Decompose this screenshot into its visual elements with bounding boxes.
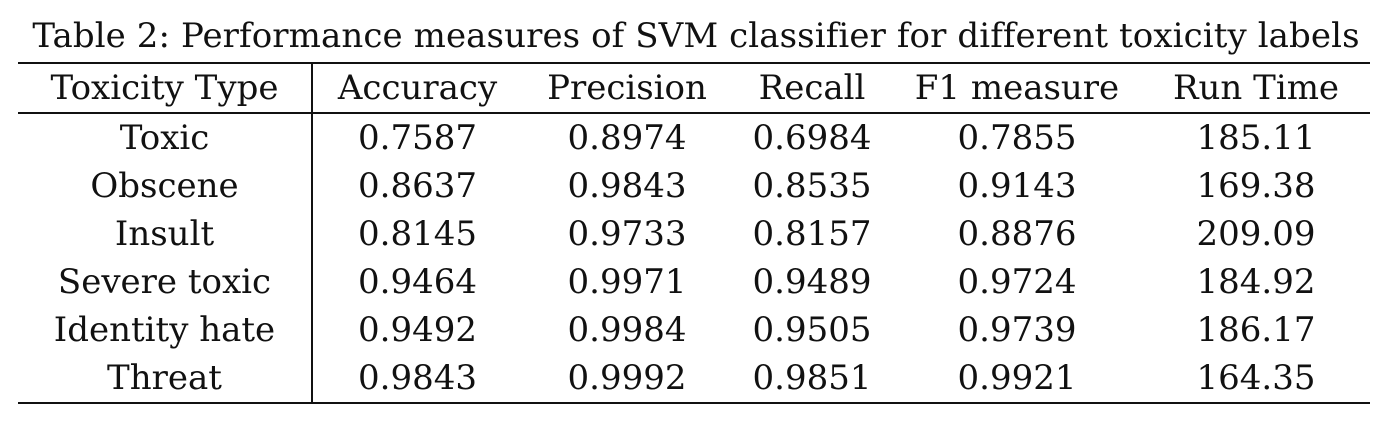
performance-table: Toxicity Type Accuracy Precision Recall …: [18, 62, 1370, 404]
cell-recall: 0.9851: [752, 358, 872, 398]
cell-precision: 0.9843: [567, 166, 687, 206]
cell-recall: 0.9489: [752, 262, 872, 302]
header-precision: Precision: [547, 68, 707, 108]
header-toxicity-type: Toxicity Type: [18, 63, 313, 113]
cell-accuracy: 0.9464: [358, 262, 477, 302]
table-row: Identity hate 0.9492 0.9984 0.9505 0.973…: [18, 306, 1370, 354]
cell-run-time: 184.92: [1196, 262, 1316, 302]
table-row: Threat 0.9843 0.9992 0.9851 0.9921 164.3…: [18, 354, 1370, 403]
table-row: Severe toxic 0.9464 0.9971 0.9489 0.9724…: [18, 258, 1370, 306]
cell-f1-measure: 0.8876: [957, 214, 1077, 254]
cell-accuracy: 0.8637: [358, 166, 477, 206]
cell-accuracy: 0.8145: [358, 214, 477, 254]
cell-accuracy: 0.9492: [358, 310, 477, 350]
header-f1-measure: F1 measure: [914, 68, 1120, 108]
table-row: Obscene 0.8637 0.9843 0.8535 0.9143 169.…: [18, 162, 1370, 210]
cell-precision: 0.9992: [567, 358, 687, 398]
cell-run-time: 209.09: [1196, 214, 1316, 254]
cell-f1-measure: 0.9739: [957, 310, 1077, 350]
cell-f1-measure: 0.9143: [957, 166, 1077, 206]
header-row: Toxicity Type Accuracy Precision Recall …: [18, 63, 1370, 113]
cell-toxicity-type: Toxic: [18, 113, 313, 162]
cell-recall: 0.6984: [752, 118, 872, 158]
cell-toxicity-type: Obscene: [18, 162, 313, 210]
header-accuracy: Accuracy: [337, 68, 498, 108]
cell-accuracy: 0.9843: [358, 358, 477, 398]
cell-toxicity-type: Identity hate: [18, 306, 313, 354]
cell-precision: 0.9733: [567, 214, 687, 254]
cell-toxicity-type: Severe toxic: [18, 258, 313, 306]
cell-accuracy: 0.7587: [358, 118, 477, 158]
cell-f1-measure: 0.7855: [957, 118, 1077, 158]
cell-run-time: 186.17: [1196, 310, 1316, 350]
header-recall: Recall: [758, 68, 866, 108]
cell-recall: 0.8535: [752, 166, 872, 206]
cell-precision: 0.9971: [567, 262, 687, 302]
cell-run-time: 169.38: [1196, 166, 1316, 206]
cell-precision: 0.8974: [567, 118, 687, 158]
table-caption: Table 2: Performance measures of SVM cla…: [32, 16, 1360, 56]
table-row: Toxic 0.7587 0.8974 0.6984 0.7855 185.11: [18, 113, 1370, 162]
table-row: Insult 0.8145 0.9733 0.8157 0.8876 209.0…: [18, 210, 1370, 258]
cell-precision: 0.9984: [567, 310, 687, 350]
header-run-time: Run Time: [1172, 68, 1340, 108]
cell-run-time: 185.11: [1196, 118, 1316, 158]
cell-f1-measure: 0.9921: [957, 358, 1077, 398]
cell-run-time: 164.35: [1196, 358, 1316, 398]
cell-toxicity-type: Threat: [18, 354, 313, 403]
cell-f1-measure: 0.9724: [957, 262, 1077, 302]
cell-recall: 0.9505: [752, 310, 872, 350]
cell-recall: 0.8157: [752, 214, 872, 254]
cell-toxicity-type: Insult: [18, 210, 313, 258]
